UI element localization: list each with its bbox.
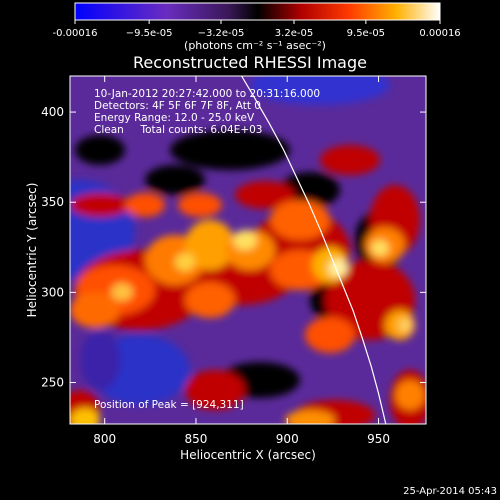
heatmap-cell: [70, 408, 100, 424]
heatmap-cell: [185, 370, 245, 410]
colorbar-ticks: -0.00016 −9.5e-05 −3.2e-05 3.2e-05 9.5e-05 0.…: [53, 20, 461, 39]
y-axis-ticks: 250 300 350 400: [41, 105, 426, 390]
info-energy-range: Energy Range: 12.0 - 25.0 keV: [94, 112, 255, 124]
y-axis-label: Heliocentric Y (arcsec): [25, 183, 39, 318]
heatmap-cell: [305, 317, 355, 353]
heatmap-cell: [371, 240, 389, 256]
heatmap-cell: [178, 193, 222, 217]
footer-date: 25-Apr-2014 05:43: [403, 486, 497, 497]
colorbar-tick-label: −9.5e-05: [126, 28, 173, 39]
heatmap-cell: [70, 193, 130, 217]
x-axis-label: Heliocentric X (arcsec): [180, 448, 316, 462]
colorbar-tick-label: -0.00016: [53, 28, 98, 39]
heatmap-cell: [111, 283, 133, 301]
heatmap-cell: [185, 282, 235, 318]
info-detectors: Detectors: 4F 5F 6F 7F 8F, Att 0: [94, 100, 261, 112]
heatmap-cell: [125, 193, 165, 217]
x-tick-label: 950: [367, 432, 390, 446]
chart-title: Reconstructed RHESSI Image: [133, 53, 367, 72]
heatmap-cell: [170, 130, 290, 170]
heatmap-cell: [328, 259, 348, 277]
peak-position-label: Position of Peak = [924,311]: [94, 399, 244, 411]
heatmap-cell: [250, 76, 390, 105]
plot-area: 800 850 900 950 250 300 350 400: [41, 75, 427, 446]
y-tick-label: 350: [41, 195, 64, 209]
heatmap-cell: [395, 380, 425, 410]
info-clean-counts: Clean Total counts: 6.04E+03: [94, 124, 263, 136]
x-tick-label: 850: [185, 432, 208, 446]
solar-limb-curve: [241, 76, 387, 424]
heatmap-cell: [70, 292, 120, 328]
colorbar-units-label: (photons cm⁻² s⁻¹ asec⁻²): [184, 39, 326, 52]
colorbar-tick-label: 0.00016: [419, 28, 460, 39]
heatmap-cell: [285, 410, 335, 424]
x-tick-label: 800: [93, 432, 116, 446]
colorbar-tick-label: −3.2e-05: [198, 28, 245, 39]
info-block: 10-Jan-2012 20:27:42.000 to 20:31:16.000…: [94, 88, 320, 136]
x-tick-label: 900: [276, 432, 299, 446]
heatmap-cell: [270, 200, 330, 240]
heatmap-image: [70, 76, 426, 424]
heatmap-cell: [175, 253, 195, 271]
colorbar-tick-label: 3.2e-05: [275, 28, 313, 39]
colorbar-tick-label: 9.5e-05: [347, 28, 385, 39]
heatmap-cell: [398, 318, 412, 332]
y-tick-label: 300: [41, 285, 64, 299]
heatmap-cell: [233, 230, 257, 250]
heatmap-cell: [185, 220, 235, 270]
heatmap-cell: [80, 330, 120, 390]
colorbar-strip: [74, 2, 441, 21]
y-tick-label: 250: [41, 376, 64, 390]
colorbar: -0.00016 −9.5e-05 −3.2e-05 3.2e-05 9.5e-05 0.…: [53, 2, 461, 52]
plot-frame: [69, 75, 427, 425]
x-axis-ticks: 800 850 900 950: [93, 76, 390, 446]
heatmap-cell: [235, 181, 295, 209]
info-time-range: 10-Jan-2012 20:27:42.000 to 20:31:16.000: [94, 88, 320, 100]
heatmap-cell: [280, 172, 340, 208]
heatmap-cell: [75, 135, 125, 165]
heatmap-cell: [145, 165, 205, 195]
y-tick-label: 400: [41, 105, 64, 119]
heatmap-cell: [320, 145, 380, 175]
